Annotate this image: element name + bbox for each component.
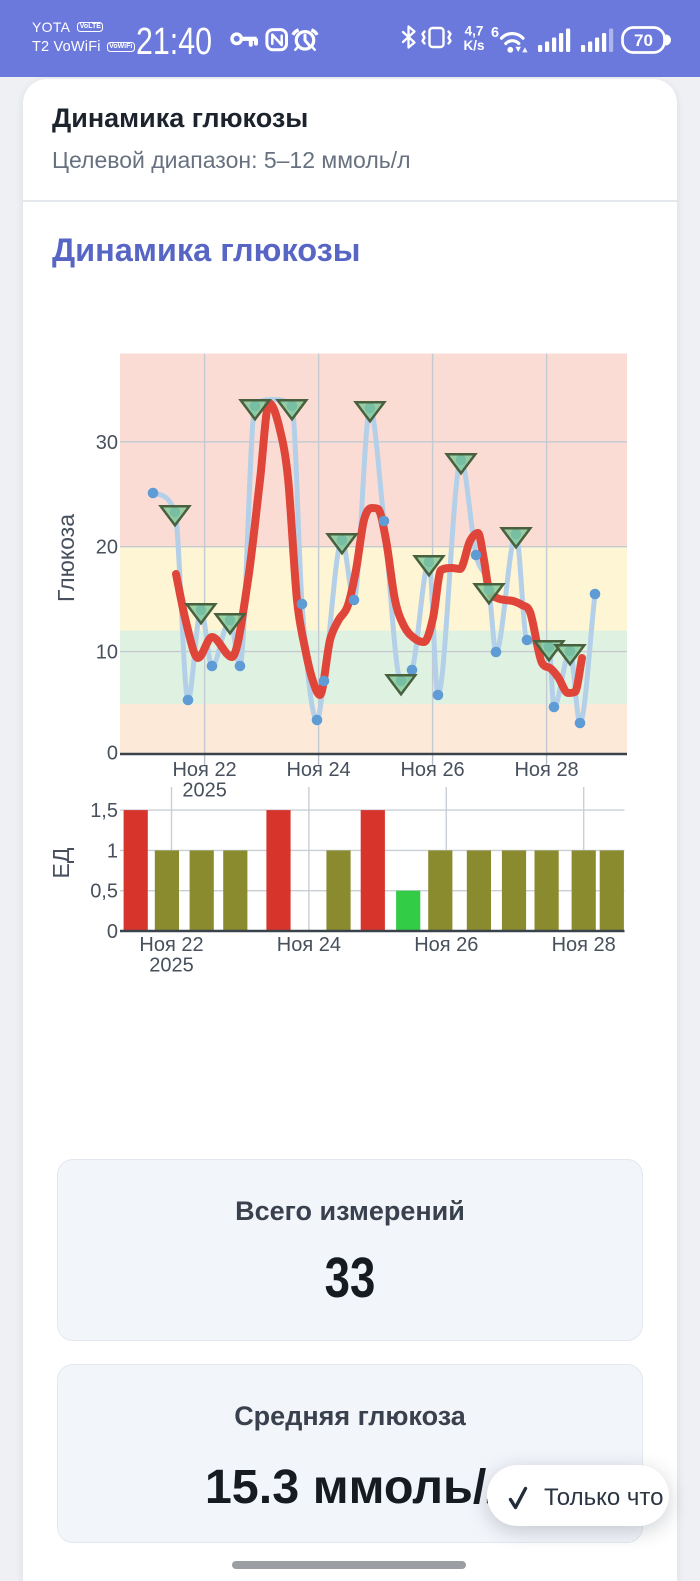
- svg-text:Ноя 22: Ноя 22: [172, 759, 236, 781]
- svg-text:ЕД: ЕД: [48, 847, 74, 878]
- svg-text:1,5: 1,5: [90, 800, 118, 822]
- svg-text:K/s: K/s: [463, 38, 484, 53]
- svg-text:10: 10: [96, 642, 118, 664]
- svg-text:2025: 2025: [182, 780, 227, 802]
- svg-text:0: 0: [107, 743, 118, 765]
- svg-text:6: 6: [491, 25, 499, 41]
- svg-text:Ноя 22: Ноя 22: [139, 934, 203, 956]
- svg-text:0,5: 0,5: [90, 881, 118, 903]
- svg-text:Ноя 26: Ноя 26: [414, 934, 478, 956]
- svg-text:70: 70: [634, 31, 653, 50]
- svg-text:Ноя 26: Ноя 26: [400, 759, 464, 781]
- svg-text:Ноя 28: Ноя 28: [514, 759, 578, 781]
- svg-text:Ноя 24: Ноя 24: [277, 934, 341, 956]
- svg-text:21:40: 21:40: [136, 21, 212, 62]
- svg-text:1: 1: [107, 840, 118, 862]
- svg-text:30: 30: [96, 432, 118, 454]
- svg-text:0: 0: [107, 921, 118, 943]
- svg-text:20: 20: [96, 537, 118, 559]
- svg-text:Глюкоза: Глюкоза: [53, 514, 79, 602]
- svg-text:2025: 2025: [149, 955, 194, 977]
- svg-text:4,7: 4,7: [465, 24, 484, 39]
- svg-text:Ноя 24: Ноя 24: [286, 759, 350, 781]
- svg-text:Ноя 28: Ноя 28: [552, 934, 616, 956]
